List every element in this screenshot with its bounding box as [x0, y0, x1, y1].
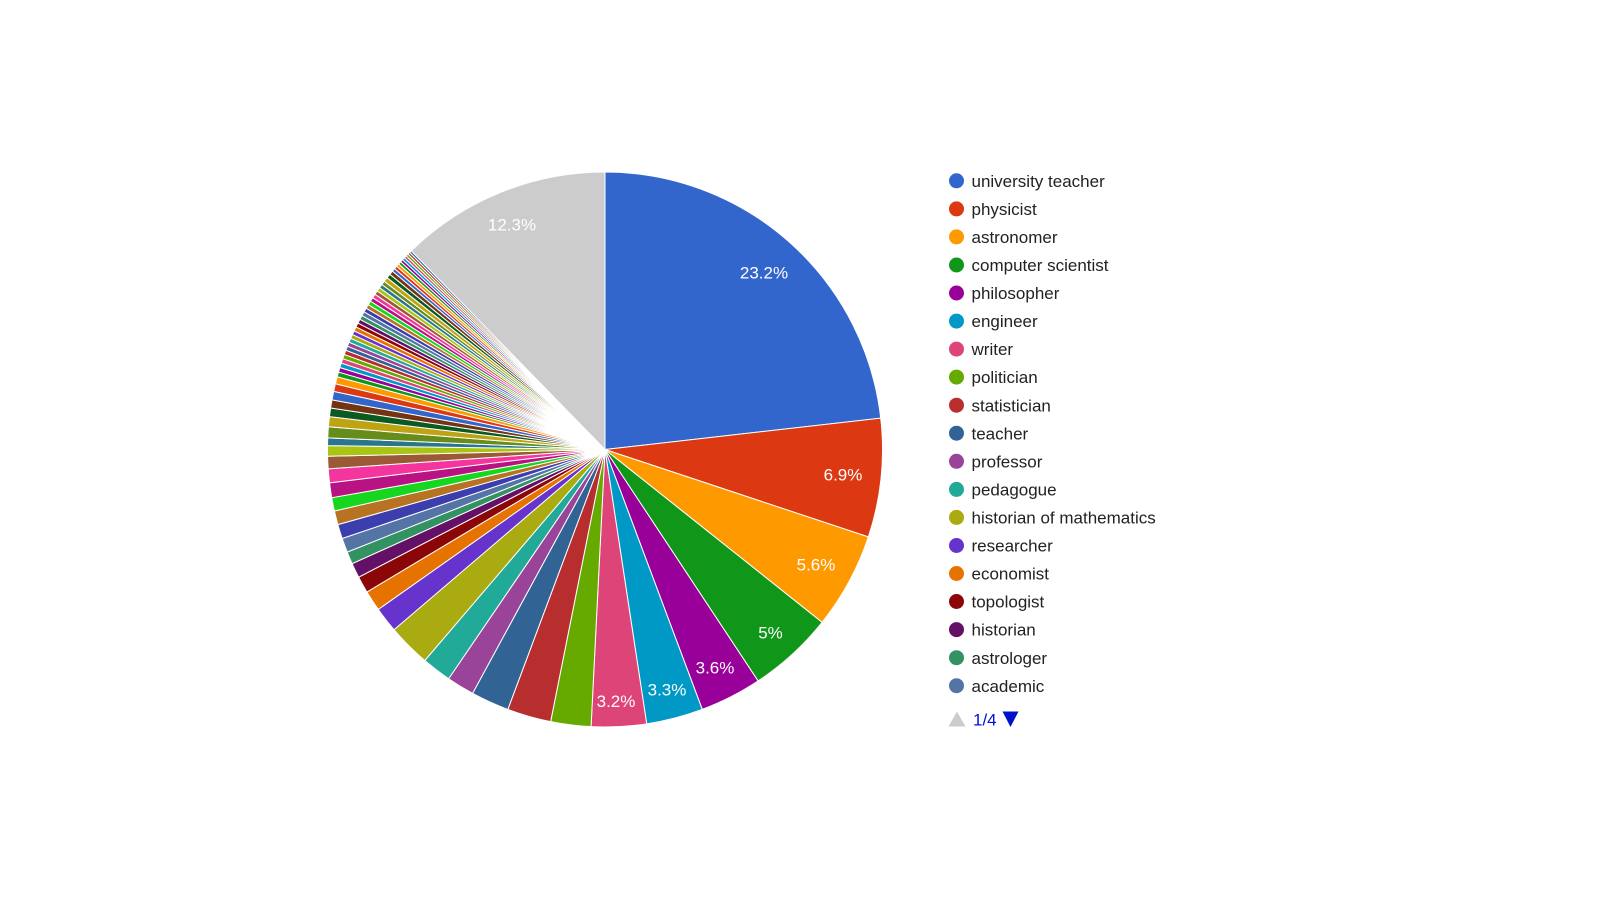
svg-text:historian of mathematics: historian of mathematics	[972, 509, 1156, 528]
svg-text:professor: professor	[972, 452, 1043, 471]
svg-text:5.6%: 5.6%	[797, 556, 836, 575]
svg-text:academic: academic	[972, 677, 1045, 696]
svg-text:astrologer: astrologer	[972, 649, 1048, 668]
svg-text:politician: politician	[972, 368, 1038, 387]
svg-text:engineer: engineer	[972, 312, 1039, 331]
svg-text:university teacher: university teacher	[972, 172, 1106, 191]
svg-text:astronomer: astronomer	[972, 228, 1058, 247]
svg-text:5%: 5%	[758, 624, 783, 643]
svg-text:computer scientist: computer scientist	[972, 256, 1109, 275]
svg-text:topologist: topologist	[972, 593, 1045, 612]
svg-text:3.2%: 3.2%	[597, 692, 636, 711]
svg-text:12.3%: 12.3%	[488, 216, 536, 235]
svg-text:physicist: physicist	[972, 200, 1037, 219]
svg-text:economist: economist	[972, 565, 1050, 584]
svg-text:pedagogue: pedagogue	[972, 481, 1057, 500]
svg-text:teacher: teacher	[972, 424, 1029, 443]
svg-text:3.3%: 3.3%	[648, 681, 687, 700]
svg-text:writer: writer	[971, 340, 1014, 359]
svg-text:1/4: 1/4	[973, 711, 997, 730]
svg-text:statistician: statistician	[972, 396, 1051, 415]
svg-text:researcher: researcher	[972, 537, 1054, 556]
svg-text:historian: historian	[972, 621, 1036, 640]
svg-text:3.6%: 3.6%	[696, 659, 735, 678]
svg-text:6.9%: 6.9%	[824, 466, 863, 485]
svg-text:23.2%: 23.2%	[740, 264, 788, 283]
svg-text:philosopher: philosopher	[972, 284, 1060, 303]
